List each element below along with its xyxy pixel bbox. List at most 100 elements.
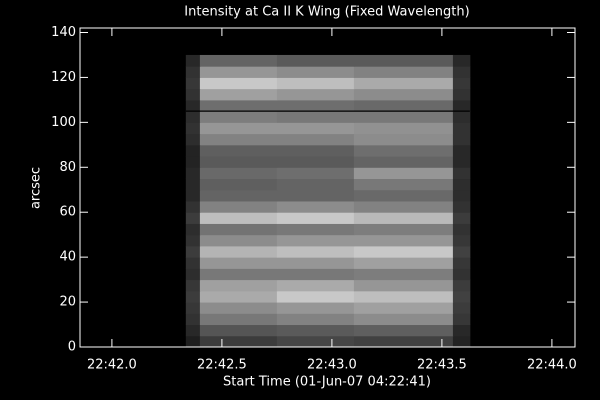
image-cell	[199, 54, 278, 67]
image-cell	[199, 99, 278, 112]
image-cell	[276, 133, 355, 146]
plot-frame	[79, 27, 576, 348]
image-cell	[185, 133, 201, 146]
image-cell	[276, 156, 355, 168]
image-cell	[199, 178, 278, 191]
image-cell	[185, 66, 201, 78]
image-cell	[199, 167, 278, 180]
x-tick-label: 22:42.0	[87, 358, 137, 373]
y-axis-label: arcsec	[29, 167, 44, 209]
image-cell	[276, 279, 355, 292]
image-cell	[452, 167, 471, 180]
image-cell	[353, 156, 454, 168]
image-cell	[353, 167, 454, 180]
image-cell	[199, 268, 278, 281]
image-cell	[276, 99, 355, 112]
image-cell	[353, 122, 454, 135]
image-cell	[199, 279, 278, 292]
image-cell	[276, 122, 355, 135]
image-cell	[353, 77, 454, 90]
y-tick-label: 100	[51, 115, 76, 130]
image-cell	[185, 144, 201, 157]
image-cell	[199, 290, 278, 303]
image-cell	[276, 77, 355, 90]
image-cell	[452, 223, 471, 236]
image-cell	[199, 223, 278, 236]
image-cell	[185, 234, 201, 247]
image-cell	[452, 144, 471, 157]
image-cell	[452, 88, 471, 101]
image-cell	[199, 200, 278, 213]
image-cell	[199, 66, 278, 78]
image-cell	[276, 290, 355, 303]
image-cell	[185, 200, 201, 213]
image-cell	[452, 77, 471, 90]
y-tick-label: 20	[59, 295, 76, 310]
image-cell	[276, 111, 355, 123]
image-cell	[353, 99, 454, 112]
image-cell	[452, 122, 471, 135]
image-cell	[185, 223, 201, 236]
image-cell	[199, 335, 278, 348]
image-cell	[276, 88, 355, 101]
x-tick-label: 22:42.5	[197, 358, 247, 373]
y-tick-label: 40	[59, 250, 76, 265]
image-cell	[452, 133, 471, 146]
image-cell	[276, 178, 355, 191]
y-tick-label: 0	[68, 340, 76, 355]
image-cell	[353, 133, 454, 146]
x-axis-label: Start Time (01-Jun-07 04:22:41)	[223, 375, 431, 390]
image-cell	[185, 313, 201, 326]
image-cell	[452, 257, 471, 269]
y-tick-label: 60	[59, 205, 76, 220]
image-cell	[276, 189, 355, 202]
image-cell	[353, 290, 454, 303]
image-cell	[353, 335, 454, 348]
image-cell	[199, 156, 278, 168]
image-cell	[185, 257, 201, 269]
image-cell	[353, 234, 454, 247]
image-cell	[452, 156, 471, 168]
image-cell	[185, 268, 201, 281]
image-cell	[452, 54, 471, 67]
y-tick-label: 120	[51, 70, 76, 85]
image-cell	[452, 66, 471, 78]
image-cell	[199, 302, 278, 314]
image-cell	[199, 122, 278, 135]
image-cell	[199, 144, 278, 157]
image-cell	[185, 279, 201, 292]
image-cell	[199, 77, 278, 90]
image-cell	[199, 324, 278, 337]
image-cell	[353, 279, 454, 292]
image-cell	[276, 200, 355, 213]
image-cell	[353, 178, 454, 191]
image-cell	[353, 245, 454, 258]
image-cell	[353, 189, 454, 202]
image-cell	[452, 290, 471, 303]
image-cell	[199, 257, 278, 269]
x-tick-label: 22:43.5	[417, 358, 467, 373]
image-cell	[185, 178, 201, 191]
image-cell	[276, 223, 355, 236]
image-cell	[276, 335, 355, 348]
image-cell	[185, 122, 201, 135]
image-cell	[353, 212, 454, 224]
image-cell	[276, 54, 355, 67]
image-cell	[353, 66, 454, 78]
image-cell	[185, 189, 201, 202]
image-cell	[276, 234, 355, 247]
image-cell	[199, 88, 278, 101]
image-cell	[185, 302, 201, 314]
image-cell	[185, 167, 201, 180]
image-cell	[452, 245, 471, 258]
image-cell	[353, 200, 454, 213]
image-cell	[452, 302, 471, 314]
x-tick-label: 22:44.0	[527, 358, 577, 373]
image-cell	[276, 212, 355, 224]
image-cell	[353, 302, 454, 314]
image-cell	[199, 212, 278, 224]
image-cell	[199, 234, 278, 247]
image-cell	[353, 257, 454, 269]
